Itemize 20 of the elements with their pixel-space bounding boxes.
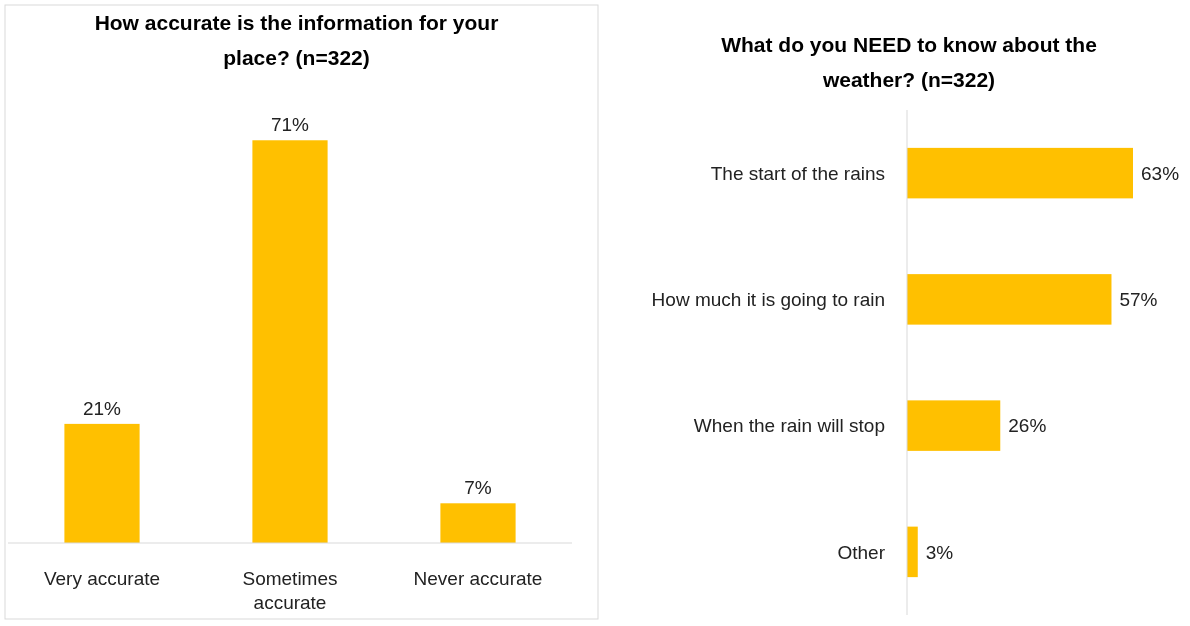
data-label: 63% [1141,162,1180,184]
y-tick-label: Other [837,541,886,563]
data-label: 57% [1119,289,1158,311]
data-label: 21% [82,397,122,419]
y-tick-label: The start of the rains [710,162,885,184]
x-tick-label: Sometimes accurate [242,568,338,613]
x-tick-label: Never accurate [413,568,543,589]
bar [907,147,1133,199]
bar [907,274,1112,325]
data-label: 3% [925,541,954,563]
bar [907,400,1001,451]
y-tick-label: When the rain will stop [693,415,885,437]
data-label: 71% [270,114,310,136]
chart-title: What do you NEED to know about the weather? (n=322) [721,33,1097,91]
y-tick-label: How much it is going to rain [651,289,885,311]
data-label: 26% [1008,415,1047,437]
x-tick-label: Very accurate [43,568,161,589]
bar [907,526,918,578]
chart-title: How accurate is the information for your place? (n=322) [94,11,499,69]
data-label: 7% [464,477,492,499]
